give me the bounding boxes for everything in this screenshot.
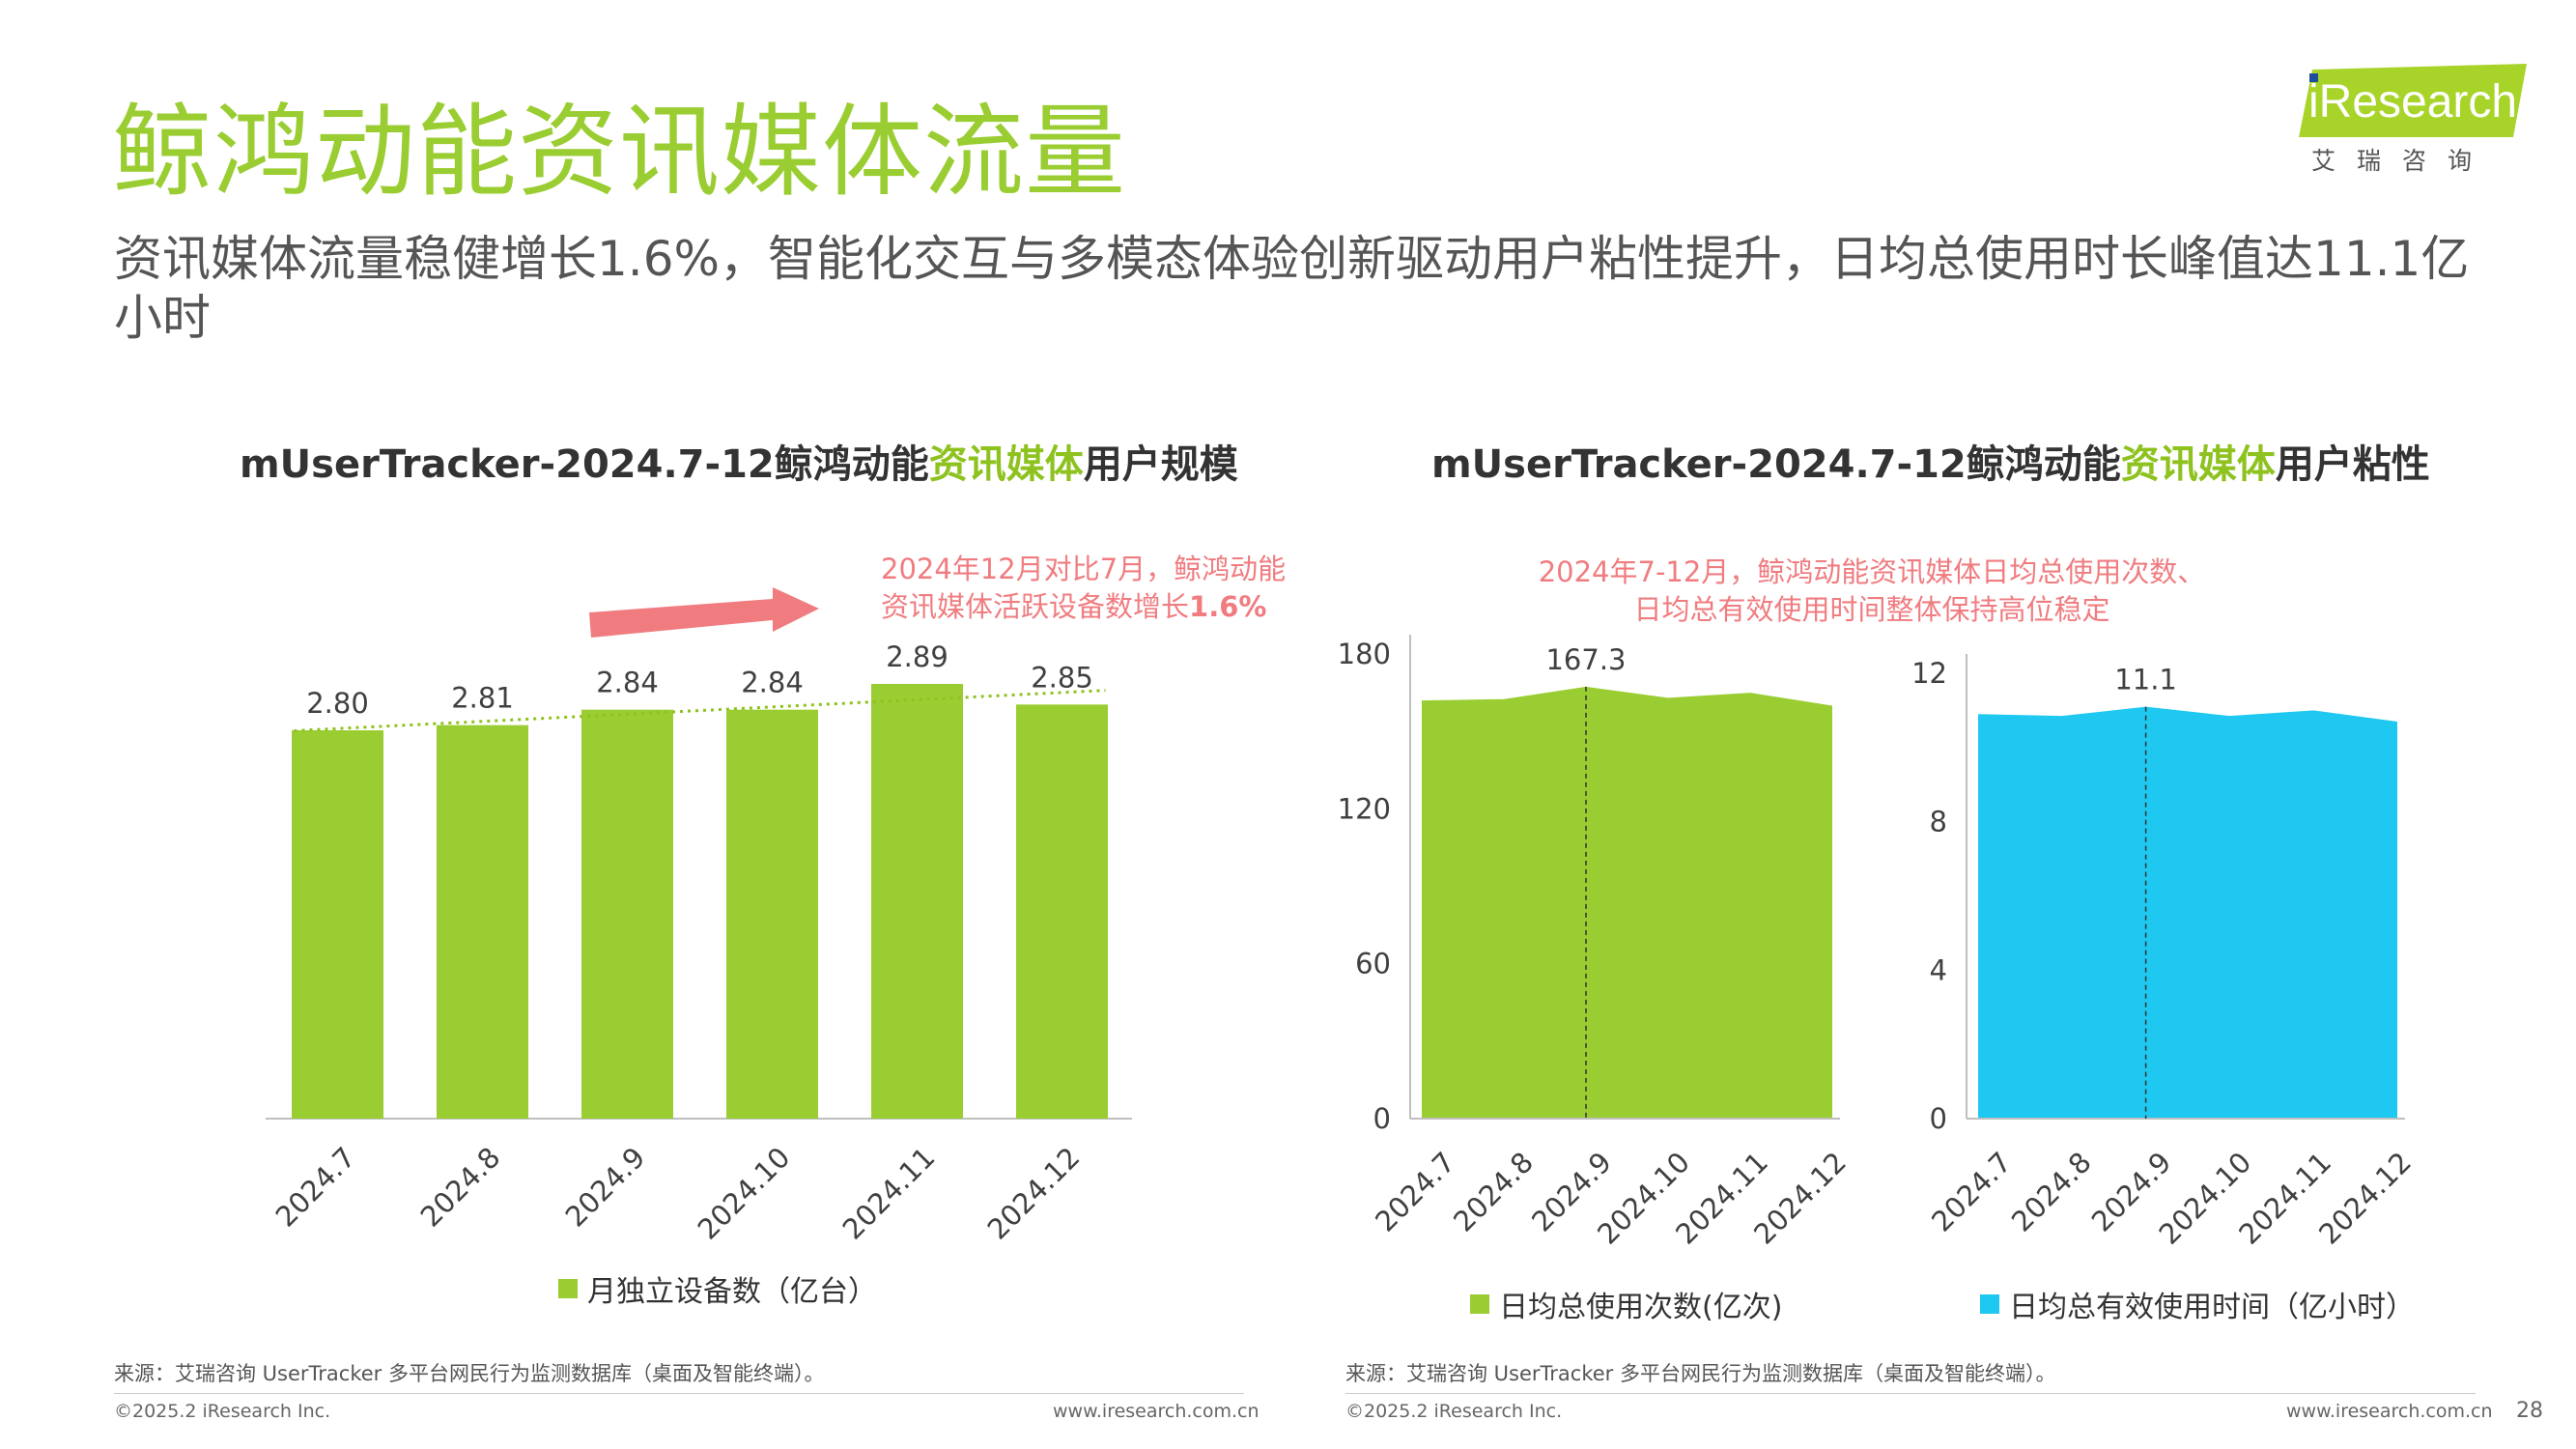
x-tick-2024.7: 2024.7 — [269, 1141, 362, 1234]
usage-time-area — [1978, 706, 2397, 1119]
left-footer-divider — [114, 1393, 1244, 1394]
left-annotation-growth: 1.6% — [1189, 590, 1267, 624]
usage-time-x-tick-2024.7: 2024.7 — [1925, 1146, 2018, 1238]
right-annotation-line2: 日均总有效使用时间整体保持高位稳定 — [1633, 593, 2110, 627]
bar-label-2024.11: 2.89 — [886, 640, 948, 673]
iresearch-logo — [2299, 64, 2527, 137]
usage-time-y-tick-4: 4 — [1930, 953, 1947, 986]
usage-time-x-tick-2024.8: 2024.8 — [2005, 1146, 2098, 1238]
bar-label-2024.8: 2.81 — [451, 682, 514, 715]
page-number: 28 — [2516, 1399, 2543, 1423]
x-tick-2024.11: 2024.11 — [836, 1141, 942, 1246]
left-legend-label: 月独立设备数（亿台） — [587, 1275, 877, 1309]
bar-2024.12 — [1016, 704, 1108, 1119]
left-legend-swatch — [558, 1279, 578, 1298]
left-chart-title: mUserTracker-2024.7-12鲸鸿动能资讯媒体用户规模 — [240, 433, 1238, 489]
usage-count-peak-label: 167.3 — [1545, 643, 1626, 676]
trendline — [294, 689, 1106, 732]
usage-count-x-tick-2024.7: 2024.7 — [1369, 1146, 1461, 1238]
right-title-post: 用户粘性 — [2275, 442, 2430, 487]
usage-count-y-tick-0: 0 — [1373, 1102, 1391, 1135]
right-title-pre: mUserTracker-2024.7-12鲸鸿动能 — [1431, 442, 2121, 487]
logo-i-dot — [2309, 73, 2318, 82]
left-copyright: ©2025.2 iResearch Inc. — [114, 1401, 331, 1422]
right-legend-1-swatch — [1470, 1294, 1489, 1314]
right-annotation: 2024年7-12月，鲸鸿动能资讯媒体日均总使用次数、 日均总有效使用时间整体保… — [1534, 554, 2210, 629]
right-footer-divider — [1345, 1393, 2476, 1394]
left-title-post: 用户规模 — [1083, 442, 1238, 487]
left-url: www.iresearch.com.cn — [1053, 1401, 1260, 1422]
bar-label-2024.12: 2.85 — [1031, 661, 1093, 694]
page-subtitle: 资讯媒体流量稳健增长1.6%，智能化交互与多模态体验创新驱动用户粘性提升，日均总… — [114, 231, 2470, 346]
left-annotation-line1: 2024年12月对比7月，鲸鸿动能 — [881, 553, 1287, 585]
left-title-highlight: 资讯媒体 — [928, 442, 1084, 487]
logo-text: iResearch — [2308, 76, 2518, 128]
logo-badge — [2299, 64, 2527, 137]
right-annotation-line1: 2024年7-12月，鲸鸿动能资讯媒体日均总使用次数、 — [1538, 555, 2206, 588]
bar-label-2024.7: 2.80 — [306, 687, 369, 720]
left-legend: 月独立设备数（亿台） — [558, 1267, 877, 1310]
bar-label-2024.10: 2.84 — [741, 667, 804, 699]
left-annotation-line2-text: 资讯媒体活跃设备数增长 — [881, 590, 1190, 624]
usage-count-y-tick-60: 60 — [1355, 948, 1391, 980]
usage-count-area — [1422, 686, 1832, 1119]
left-annotation-line2: 资讯媒体活跃设备数增长1.6% — [881, 588, 1286, 626]
x-tick-2024.8: 2024.8 — [414, 1141, 507, 1234]
usage-time-peak-label: 11.1 — [2114, 664, 2177, 696]
usage-count-y-tick-120: 120 — [1338, 792, 1391, 825]
right-source: 来源：艾瑞咨询 UserTracker 多平台网民行为监测数据库（桌面及智能终端… — [1345, 1362, 2056, 1385]
right-copyright: ©2025.2 iResearch Inc. — [1345, 1401, 1563, 1422]
left-annotation: 2024年12月对比7月，鲸鸿动能 资讯媒体活跃设备数增长1.6% — [881, 551, 1286, 626]
left-title-pre: mUserTracker-2024.7-12鲸鸿动能 — [240, 442, 929, 487]
bar-2024.7 — [292, 730, 383, 1119]
left-source: 来源：艾瑞咨询 UserTracker 多平台网民行为监测数据库（桌面及智能终端… — [114, 1362, 825, 1385]
right-legend-2: 日均总有效使用时间（亿小时） — [1980, 1283, 2415, 1325]
usage-count-x-tick-2024.8: 2024.8 — [1447, 1146, 1540, 1238]
logo-subtitle: 艾瑞咨询 — [2311, 147, 2494, 175]
usage-time-y-tick-8: 8 — [1930, 806, 1947, 838]
right-chart-title: mUserTracker-2024.7-12鲸鸿动能资讯媒体用户粘性 — [1431, 433, 2430, 489]
x-tick-2024.12: 2024.12 — [981, 1141, 1087, 1246]
page-title: 鲸鸿动能资讯媒体流量 — [112, 93, 1127, 211]
usage-time-y-tick-0: 0 — [1930, 1102, 1947, 1135]
right-legend-2-label: 日均总有效使用时间（亿小时） — [2009, 1291, 2415, 1324]
growth-arrow — [589, 587, 819, 638]
right-legend-1-label: 日均总使用次数(亿次) — [1499, 1291, 1783, 1324]
x-tick-2024.9: 2024.9 — [559, 1141, 652, 1234]
bar-label-2024.9: 2.84 — [596, 667, 659, 699]
bar-2024.11 — [871, 684, 963, 1119]
bar-2024.8 — [437, 724, 528, 1119]
right-legend-1: 日均总使用次数(亿次) — [1470, 1283, 1782, 1325]
right-url: www.iresearch.com.cn — [2286, 1401, 2493, 1422]
right-title-highlight: 资讯媒体 — [2120, 442, 2276, 487]
right-legend-2-swatch — [1980, 1294, 1999, 1314]
bar-2024.9 — [581, 709, 673, 1119]
bar-2024.10 — [726, 709, 818, 1119]
usage-count-y-tick-180: 180 — [1338, 638, 1391, 670]
x-tick-2024.10: 2024.10 — [692, 1141, 797, 1246]
usage-time-y-tick-12: 12 — [1911, 657, 1947, 690]
